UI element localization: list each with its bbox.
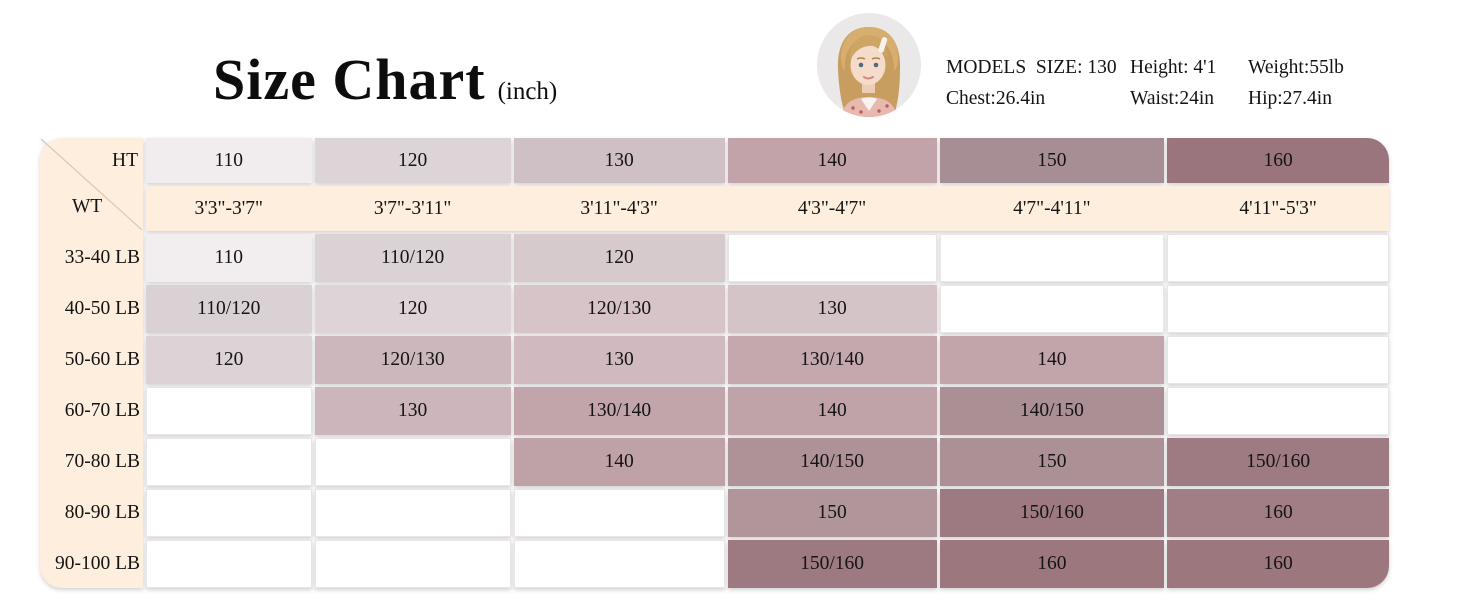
empty-cell <box>939 234 1165 282</box>
size-cell: 110 <box>146 234 312 282</box>
height-size-header: 130 <box>513 138 725 183</box>
empty-cell <box>1167 285 1389 333</box>
height-range-cell: 4'3"-4'7" <box>797 197 867 219</box>
size-cell: 110/120 <box>314 234 511 282</box>
weight-label: 40-50 LB <box>64 298 140 319</box>
empty-cell <box>314 489 511 537</box>
model-stats: MODELS SIZE: 130 Height: 4'1 Weight:55lb… <box>946 57 1344 110</box>
height-size-header: 150 <box>939 138 1165 183</box>
size-cell: 120 <box>314 285 511 333</box>
empty-cell <box>1167 387 1389 435</box>
size-cell: 150/160 <box>1167 438 1389 486</box>
empty-cell <box>146 387 312 435</box>
page-title: Size Chart (inch) <box>213 48 557 112</box>
unit-label: (inch) <box>497 78 558 105</box>
weight-labels: 33-40 LB 40-50 LB 50-60 LB 60-70 LB 70-80 LB… <box>40 234 143 588</box>
weight-label: 33-40 LB <box>64 247 140 268</box>
size-cell: 130/140 <box>513 387 725 435</box>
stat-waist: Waist:24in <box>1130 88 1215 109</box>
weight-label: 50-60 LB <box>64 349 140 370</box>
size-cell: 120/130 <box>314 336 511 384</box>
empty-cell <box>1167 234 1389 282</box>
page-title-text: Size Chart <box>213 47 486 112</box>
size-cell: 160 <box>1167 540 1389 588</box>
size-cell: 140/150 <box>727 438 937 486</box>
size-cell: 130 <box>727 285 937 333</box>
size-cell: 150/160 <box>727 540 937 588</box>
size-cell: 120/130 <box>513 285 725 333</box>
size-grid: 110 120 130 140 150 160 3'3"-3'7" 3'7"-3'11" 3'1… <box>146 138 1389 588</box>
height-size-header: 160 <box>1167 138 1389 183</box>
corner-cell: HT WT <box>40 138 143 231</box>
stat-weight: Weight:55lb <box>1248 57 1344 78</box>
height-range-cell: 3'3"-3'7" <box>194 197 263 219</box>
empty-cell <box>314 438 511 486</box>
size-chart-table: HT WT 33-40 LB 40-50 LB 50-60 LB 60-70 LB 70… <box>40 138 1389 588</box>
stat-chest: Chest:26.4in <box>946 88 1046 109</box>
empty-cell <box>1167 336 1389 384</box>
size-cell: 140 <box>727 387 937 435</box>
size-cell: 110/120 <box>146 285 312 333</box>
girl-avatar-icon <box>817 13 921 117</box>
height-size-header: 110 <box>146 138 312 183</box>
corner-weight-label: WT <box>72 196 103 217</box>
empty-cell <box>146 540 312 588</box>
diagonal-line <box>40 138 143 231</box>
size-cell: 120 <box>513 234 725 282</box>
height-range-cell: 4'7"-4'11" <box>1013 197 1091 219</box>
height-size-header: 120 <box>314 138 511 183</box>
size-cell: 130 <box>513 336 725 384</box>
height-range-cell: 3'7"-3'11" <box>373 197 452 219</box>
empty-cell <box>146 438 312 486</box>
stat-models-size: MODELS SIZE: 130 <box>946 57 1117 78</box>
empty-cell <box>146 489 312 537</box>
size-cell: 130/140 <box>727 336 937 384</box>
height-range-row: 3'3"-3'7" 3'7"-3'11" 3'11"-4'3" 4'3"-4'7" 4'… <box>146 186 1389 231</box>
weight-label: 60-70 LB <box>64 400 140 421</box>
size-cell: 150/160 <box>939 489 1165 537</box>
size-cell: 150 <box>939 438 1165 486</box>
empty-cell <box>939 285 1165 333</box>
height-range-cell: 4'11"-5'3" <box>1239 197 1317 219</box>
size-cell: 150 <box>727 489 937 537</box>
stat-height: Height: 4'1 <box>1130 57 1217 78</box>
stat-hip: Hip:27.4in <box>1248 88 1332 109</box>
model-photo <box>817 13 921 117</box>
empty-cell <box>314 540 511 588</box>
weight-label: 90-100 LB <box>54 553 140 574</box>
weight-label: 70-80 LB <box>64 451 140 472</box>
size-cell: 120 <box>146 336 312 384</box>
empty-cell <box>513 489 725 537</box>
size-cell: 160 <box>939 540 1165 588</box>
size-cell: 130 <box>314 387 511 435</box>
empty-cell <box>513 540 725 588</box>
height-size-header: 140 <box>727 138 937 183</box>
size-cell: 160 <box>1167 489 1389 537</box>
size-cell: 140 <box>939 336 1165 384</box>
empty-cell <box>727 234 937 282</box>
weight-label-column: HT WT 33-40 LB 40-50 LB 50-60 LB 60-70 LB 70… <box>40 138 143 588</box>
corner-height-label: HT <box>112 150 138 171</box>
height-range-cell: 3'11"-4'3" <box>580 197 658 219</box>
size-cell: 140 <box>513 438 725 486</box>
size-cell: 140/150 <box>939 387 1165 435</box>
weight-label: 80-90 LB <box>64 502 140 523</box>
